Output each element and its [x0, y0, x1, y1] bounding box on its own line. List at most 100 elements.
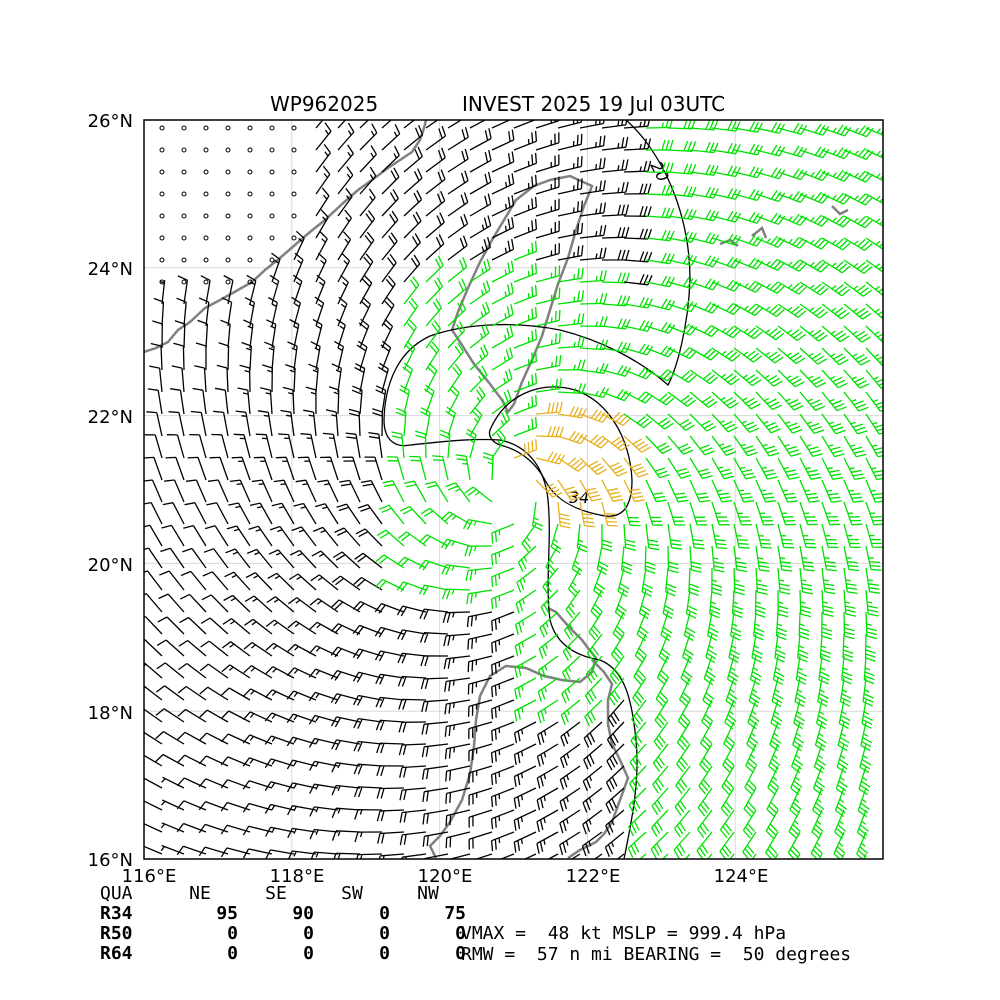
wind-barb [469, 237, 492, 261]
wind-barb-stroke [221, 687, 251, 701]
wind-barb-stroke [561, 655, 581, 682]
wind-barb [397, 675, 427, 687]
calm-wind-marker [159, 169, 165, 175]
wind-barb-stroke [582, 787, 603, 813]
wind-barb-stroke [468, 831, 493, 850]
wind-barb [821, 457, 844, 481]
wind-barb [689, 187, 719, 199]
wind-barb [260, 387, 273, 415]
wind-barb [203, 548, 229, 569]
wind-barb [177, 708, 207, 723]
rmw-bearing-line: RMW = 57 n mi BEARING = 50 degrees [461, 944, 852, 965]
wind-barb-stroke [359, 120, 370, 129]
wind-barb [331, 830, 361, 841]
wind-barb-stroke [711, 391, 739, 409]
wind-barb-stroke [228, 502, 251, 525]
wind-barb-stroke [195, 342, 207, 370]
wind-barb [445, 482, 471, 503]
wind-barb-stroke [777, 168, 808, 181]
wind-barb [579, 120, 605, 129]
wind-barb-stroke [821, 523, 839, 549]
wind-barb [206, 502, 229, 525]
wind-barb [178, 662, 207, 679]
wind-barb-stroke [667, 323, 698, 336]
wind-barb [337, 296, 348, 327]
wind-barb-stroke [689, 545, 702, 573]
wind-barb-stroke [466, 611, 493, 628]
wind-barb [755, 479, 776, 503]
wind-barb-stroke [513, 130, 538, 151]
wind-barb [799, 123, 830, 136]
wind-barb [774, 633, 786, 663]
wind-barb [468, 787, 493, 806]
wind-barb [397, 629, 427, 641]
wind-barb [242, 757, 273, 767]
wind-barb-stroke [777, 281, 807, 295]
wind-barb-stroke [305, 386, 317, 415]
wind-barb [419, 608, 449, 620]
wind-barb [579, 157, 606, 173]
wind-barb [656, 655, 670, 686]
calm-wind-marker [269, 235, 275, 241]
wind-barb-stroke [765, 831, 779, 859]
wind-barb [354, 363, 366, 393]
wind-barb [755, 190, 786, 203]
wind-barb-stroke [557, 120, 583, 129]
wind-barb [521, 523, 537, 553]
wind-barb-stroke [382, 480, 405, 503]
wind-barb-stroke [491, 429, 507, 459]
wind-barb [490, 743, 515, 764]
wind-barb [469, 149, 492, 173]
wind-barb [491, 655, 515, 676]
wind-barb-stroke [491, 325, 514, 349]
wind-barb [755, 258, 786, 271]
wind-barb-stroke [491, 260, 515, 283]
wind-barb [538, 633, 559, 659]
wind-barb-stroke [177, 685, 207, 701]
wind-barb-stroke [155, 731, 185, 745]
wind-barb-stroke [559, 765, 581, 790]
wind-barb-stroke [198, 755, 229, 767]
wind-barb [144, 456, 163, 481]
wind-barb [422, 831, 449, 847]
wind-barb-stroke [447, 170, 469, 195]
wind-barb [201, 594, 229, 613]
wind-barb [144, 547, 163, 569]
wind-barb-stroke [557, 359, 586, 371]
wind-barb [312, 526, 339, 547]
wind-barb-stroke [697, 809, 713, 838]
wind-barb-stroke [557, 457, 587, 472]
wind-barb-stroke [579, 316, 608, 328]
wind-barb [711, 567, 723, 596]
wind-barb-stroke [225, 548, 251, 569]
wind-barb [601, 457, 628, 477]
wind-barb-stroke [667, 479, 689, 503]
wind-barb-stroke [144, 593, 163, 613]
wind-barb-stroke [415, 430, 427, 459]
wind-barb-stroke [767, 765, 780, 796]
wind-barb [623, 160, 652, 173]
wind-barb-stroke [223, 274, 234, 305]
wind-barb [711, 479, 733, 503]
wind-barb [777, 457, 800, 480]
vmax-mslp-line: VMAX = 48 kt MSLP = 999.4 hPa [461, 923, 787, 944]
wind-barb [358, 318, 370, 349]
wind-barb-stroke [689, 347, 719, 361]
wind-barb-stroke [421, 765, 449, 780]
wind-barb-stroke [177, 731, 207, 745]
wind-barb-stroke [865, 215, 883, 227]
wind-barb [777, 479, 798, 503]
wind-barb [674, 787, 691, 816]
wind-barb-stroke [447, 148, 469, 173]
wind-barb-stroke [843, 347, 871, 366]
wind-barb [157, 616, 185, 635]
wind-barb-stroke [265, 666, 295, 679]
wind-barb [821, 169, 852, 182]
wind-barb [265, 619, 295, 635]
wind-barb [839, 677, 852, 707]
wind-barb [400, 505, 427, 525]
wind-barb [374, 650, 405, 662]
wind-barb [689, 209, 720, 222]
wind-barb-stroke [425, 212, 445, 239]
wind-barb-stroke [469, 193, 492, 217]
